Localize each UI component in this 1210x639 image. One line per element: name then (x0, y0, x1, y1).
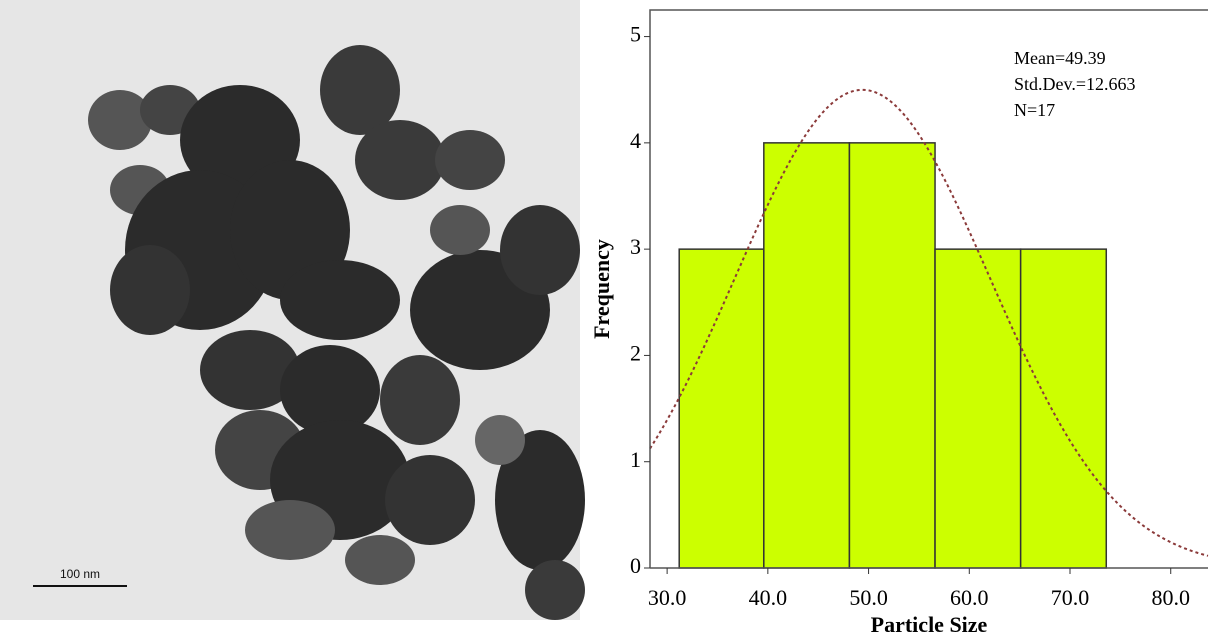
x-tick-label: 40.0 (749, 585, 788, 610)
figure: 100 nm 0 1 2 3 4 5 30.0 40.0 50.0 60.0 70.0 80.0 Par… (0, 0, 1210, 639)
x-tick-label: 80.0 (1151, 585, 1190, 610)
y-axis-label: Frequency (589, 239, 614, 339)
bar (935, 249, 1021, 568)
page: 100 nm 0 1 2 3 4 5 30.0 40.0 50.0 60.0 70.0 80.0 Par… (0, 0, 1210, 639)
x-axis-label: Particle Size (871, 612, 988, 637)
micrograph: 100 nm (0, 0, 585, 620)
bar (849, 143, 935, 568)
scale-label: 100 nm (60, 567, 100, 581)
y-tick-label: 4 (630, 128, 641, 153)
y-tick-label: 5 (630, 22, 641, 47)
x-tick-label: 60.0 (950, 585, 989, 610)
stats-annotation: Std.Dev.=12.663 (1014, 74, 1135, 94)
y-tick-label: 1 (630, 447, 641, 472)
x-tick-label: 30.0 (648, 585, 687, 610)
bar (764, 143, 850, 568)
y-tick-label: 2 (630, 340, 641, 365)
histogram: 0 1 2 3 4 5 30.0 40.0 50.0 60.0 70.0 80.0 Particle S… (589, 10, 1208, 637)
stats-annotation: N=17 (1014, 100, 1055, 120)
stats-annotation: Mean=49.39 (1014, 48, 1106, 68)
y-tick-label: 0 (630, 553, 641, 578)
bar (1021, 249, 1107, 568)
bar (679, 249, 764, 568)
x-tick-label: 50.0 (849, 585, 888, 610)
y-tick-label: 3 (630, 234, 641, 259)
x-tick-label: 70.0 (1051, 585, 1090, 610)
